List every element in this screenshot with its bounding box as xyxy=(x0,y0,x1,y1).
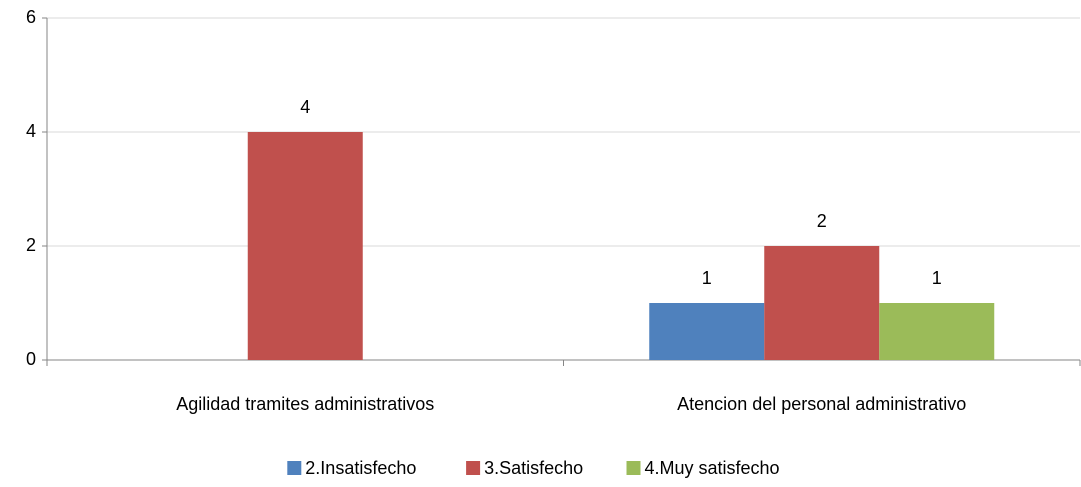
bar xyxy=(247,132,363,360)
y-tick-label: 0 xyxy=(26,349,36,369)
x-tick-label: Agilidad tramites administrativos xyxy=(176,394,434,414)
bar xyxy=(879,303,995,360)
data-label: 1 xyxy=(932,268,942,288)
legend-label: 2.Insatisfecho xyxy=(305,458,416,478)
legend-label: 3.Satisfecho xyxy=(484,458,583,478)
data-label: 2 xyxy=(817,211,827,231)
legend-swatch xyxy=(466,461,481,475)
data-label: 4 xyxy=(300,97,310,117)
bar xyxy=(764,246,880,360)
legend-swatch xyxy=(626,461,641,475)
y-tick-label: 2 xyxy=(26,235,36,255)
legend-swatch xyxy=(287,461,302,475)
y-tick-label: 4 xyxy=(26,121,36,141)
bar xyxy=(649,303,765,360)
data-label: 1 xyxy=(702,268,712,288)
legend-label: 4.Muy satisfecho xyxy=(645,458,780,478)
x-tick-label: Atencion del personal administrativo xyxy=(677,394,966,414)
y-tick-label: 6 xyxy=(26,7,36,27)
